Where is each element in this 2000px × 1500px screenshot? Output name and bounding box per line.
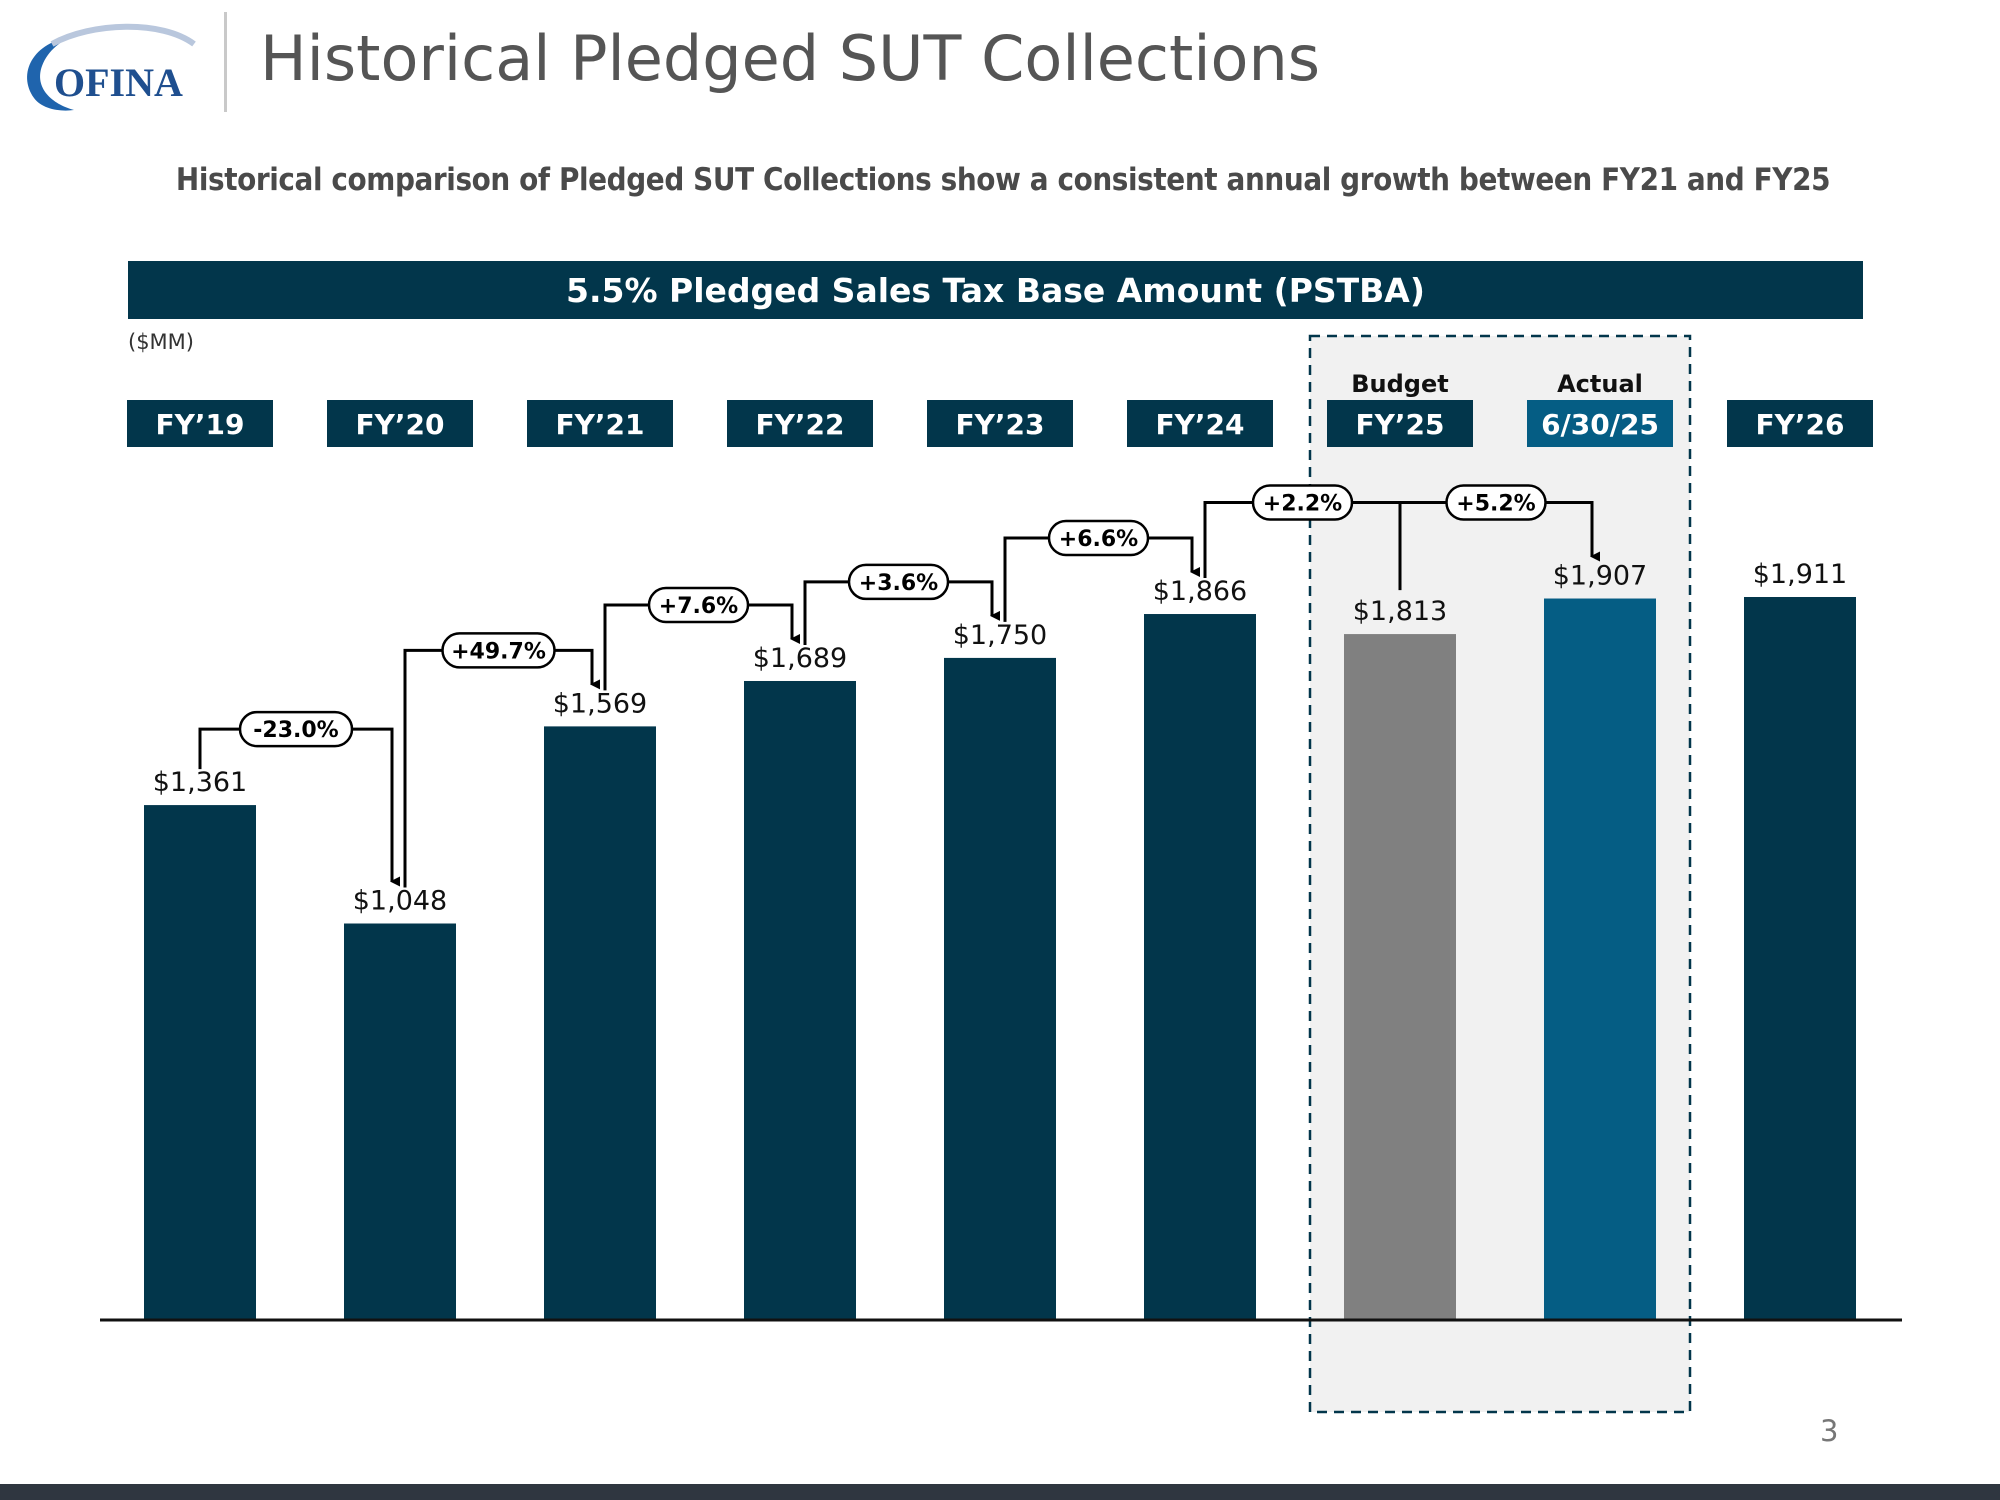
logo-swoosh [27, 36, 74, 111]
value-label-1: $1,048 [353, 886, 447, 917]
category-label-6: FY’25 [1355, 408, 1444, 441]
category-box-3 [727, 400, 873, 447]
growth-branch-5-label: +5.2% [1456, 492, 1535, 517]
growth-branch-5-pill [1445, 484, 1547, 521]
bar-6 [1344, 634, 1456, 1320]
category-label-2: FY’21 [555, 408, 644, 441]
growth-4-label: +6.6% [1059, 527, 1138, 552]
category-box-1 [327, 400, 473, 447]
logo-text: OFINA [54, 60, 183, 105]
category-box-5 [1127, 400, 1273, 447]
footer-bar [0, 1484, 2000, 1500]
page-title: Historical Pledged SUT Collections [260, 22, 1321, 95]
category-label-0: FY’19 [155, 408, 244, 441]
units-label: ($MM) [128, 330, 194, 354]
bar-5 [1144, 614, 1256, 1320]
value-label-7: $1,907 [1553, 561, 1647, 592]
category-label-1: FY’20 [355, 408, 444, 441]
growth-4-pill [1047, 519, 1150, 557]
bar-2 [544, 726, 656, 1320]
category-label-4: FY’23 [955, 408, 1044, 441]
growth-3-label: +3.6% [859, 571, 938, 596]
chart-banner: 5.5% Pledged Sales Tax Base Amount (PSTB… [128, 261, 1863, 319]
category-box-0 [127, 400, 273, 447]
category-box-8 [1727, 400, 1873, 447]
growth-2-pill [647, 586, 750, 624]
title-divider [224, 12, 227, 112]
logo-arc [50, 23, 196, 47]
growth-5-pill [1251, 484, 1354, 521]
growth-0-label: -23.0% [253, 718, 338, 743]
highlight-label-budget: Budget [1351, 370, 1449, 398]
category-box-6 [1327, 400, 1473, 447]
value-label-0: $1,361 [153, 767, 247, 798]
bar-3 [744, 680, 856, 1320]
highlight-label-actual: Actual [1557, 370, 1643, 398]
bar-1 [344, 923, 456, 1320]
value-label-4: $1,750 [953, 620, 1047, 651]
page-subtitle: Historical comparison of Pledged SUT Col… [175, 162, 1831, 198]
category-label-8: FY’26 [1755, 408, 1844, 441]
bar-4 [944, 657, 1056, 1320]
category-label-3: FY’22 [755, 408, 844, 441]
category-box-7 [1527, 400, 1673, 447]
value-label-5: $1,866 [1153, 576, 1247, 607]
bar-7 [1544, 598, 1656, 1320]
category-label-5: FY’24 [1155, 408, 1244, 441]
bar-8 [1744, 597, 1856, 1320]
growth-3-pill [847, 563, 950, 601]
value-label-6: $1,813 [1353, 596, 1447, 627]
growth-1-pill [441, 632, 556, 669]
growth-2-label: +7.6% [659, 594, 738, 619]
value-label-8: $1,911 [1753, 559, 1847, 590]
category-box-2 [527, 400, 673, 447]
value-label-3: $1,689 [753, 643, 847, 674]
growth-1-label: +49.7% [451, 639, 546, 664]
bar-0 [144, 805, 256, 1320]
growth-0-pill [238, 710, 354, 748]
category-box-4 [927, 400, 1073, 447]
category-label-7: 6/30/25 [1541, 408, 1659, 441]
ofina-logo: OFINA [27, 23, 196, 111]
page-number: 3 [1820, 1414, 1839, 1448]
value-label-2: $1,569 [553, 688, 647, 719]
growth-5-label: +2.2% [1263, 492, 1342, 517]
